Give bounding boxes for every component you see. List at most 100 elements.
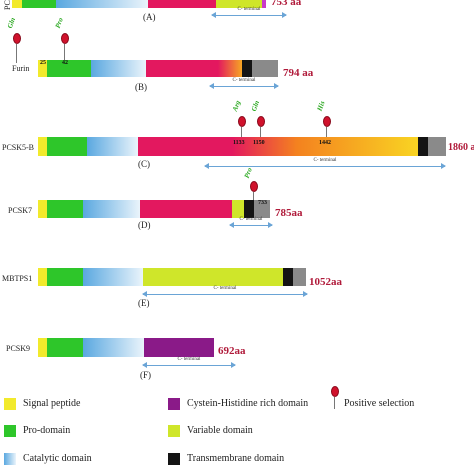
pin-stem — [334, 397, 335, 409]
site-label: Pro — [242, 166, 254, 180]
cterm-arrow-right-icon — [274, 83, 279, 89]
cterm-label: C- terminal — [177, 357, 201, 362]
variable-segment — [232, 200, 244, 218]
selection-pin-icon: Pro — [243, 167, 259, 203]
protein-length: 794 aa — [283, 67, 314, 79]
protein-name: Furin — [12, 64, 30, 73]
variable-segment — [143, 268, 283, 286]
cterm-arrow: C- terminal — [142, 357, 236, 368]
catalytic-segment — [91, 60, 146, 77]
catalytic-segment — [87, 137, 138, 156]
selection-pin-icon — [330, 386, 340, 412]
cterm-line — [212, 15, 286, 16]
catalytic-segment — [83, 268, 143, 286]
site-label: Gln — [5, 16, 18, 30]
pro-domain-segment — [47, 338, 83, 357]
transmembrane-segment — [283, 268, 293, 286]
yellow-swatch-icon — [4, 398, 16, 410]
panel-letter: (A) — [143, 12, 156, 22]
selection-marker-icon — [61, 33, 69, 44]
pro-domain-segment — [22, 0, 56, 8]
cterm-label: C- terminal — [232, 78, 256, 83]
position-label: 1133 — [233, 140, 245, 146]
purple-swatch-icon — [168, 398, 180, 410]
pin-stem — [260, 127, 261, 146]
cterm-segment — [252, 60, 278, 77]
cterm-segment — [293, 268, 306, 286]
cterm-arrow-left-icon — [142, 362, 147, 368]
selection-marker-icon — [331, 386, 339, 397]
position-label: 733 — [258, 200, 267, 206]
selection-pin-icon: Gln — [6, 17, 22, 63]
cterm-segment — [428, 137, 446, 156]
transmembrane-segment — [244, 200, 254, 218]
protein-length: 1860 aa — [448, 142, 474, 153]
p-domain-segment — [148, 0, 216, 8]
cterm-line — [230, 225, 272, 226]
signal-peptide-segment — [38, 137, 47, 156]
domain-bar — [38, 338, 214, 357]
black-swatch-icon — [168, 453, 180, 465]
position-label: 25 — [40, 60, 46, 66]
signal-peptide-segment — [38, 60, 47, 77]
protein-name: PCSK5-B — [2, 143, 35, 152]
pin-stem — [326, 127, 327, 146]
selection-pin-icon: Arg — [231, 100, 247, 146]
cterm-arrow-left-icon — [142, 291, 147, 297]
legend-label: Pro-domain — [23, 425, 71, 436]
pin-stem — [253, 192, 254, 203]
panel-letter: (B) — [135, 82, 147, 92]
site-label: His — [315, 99, 327, 113]
panel-letter: (E) — [138, 298, 150, 308]
selection-marker-icon — [250, 181, 258, 192]
cterm-label: C- terminal — [213, 286, 237, 291]
selection-pin-icon: Gln — [250, 100, 266, 146]
p-domain-segment — [138, 137, 232, 156]
protein-name: MBTPS1 — [2, 274, 33, 283]
cterm-arrow: C- terminal — [142, 286, 308, 297]
legend-label: Transmembrane domain — [187, 453, 285, 464]
protein-name: PCSK7 — [8, 206, 33, 215]
p-domain-segment — [140, 200, 232, 218]
transmembrane-segment — [418, 137, 428, 156]
cterm-label: C- terminal — [239, 217, 263, 222]
cterm-arrow-right-icon — [303, 291, 308, 297]
cterm-label: C- terminal — [237, 7, 261, 12]
site-label: Arg — [230, 99, 243, 113]
panel-letter: (D) — [138, 220, 151, 230]
pin-stem — [64, 44, 65, 63]
protein-length: 692aa — [218, 345, 246, 357]
cterm-label: C- terminal — [313, 158, 337, 163]
site-label: Pro — [53, 16, 65, 30]
cterm-arrow: C- terminal — [209, 78, 279, 89]
cterm-line — [210, 86, 278, 87]
cterm-arrow-right-icon — [282, 12, 287, 18]
selection-pin-icon: Pro — [54, 17, 70, 63]
p-domain-segment — [146, 60, 218, 77]
signal-peptide-segment — [38, 338, 47, 357]
protein-length: 753 aa — [271, 0, 302, 8]
catalytic-segment — [83, 200, 140, 218]
legend-label: Signal peptide — [23, 398, 81, 409]
cterm-segment — [254, 200, 270, 218]
pro-domain-segment — [47, 60, 91, 77]
selection-marker-icon — [13, 33, 21, 44]
signal-peptide-segment — [38, 268, 47, 286]
cterm-arrow-right-icon — [268, 222, 273, 228]
pro-domain-segment — [47, 137, 87, 156]
catalytic-segment — [83, 338, 144, 357]
domain-bar — [12, 0, 266, 8]
pin-stem — [241, 127, 242, 146]
cterm-segment — [262, 0, 266, 8]
position-label: 42 — [62, 60, 68, 66]
selection-marker-icon — [238, 116, 246, 127]
domain-bar — [38, 200, 270, 218]
domain-bar — [38, 60, 278, 77]
protein-length: 785aa — [275, 207, 303, 219]
pro-domain-segment — [47, 200, 83, 218]
signal-peptide-segment — [38, 200, 47, 218]
position-label: 1150 — [253, 140, 265, 146]
protein-name: PCSK1 — [3, 0, 12, 10]
cterm-arrow-right-icon — [441, 163, 446, 169]
